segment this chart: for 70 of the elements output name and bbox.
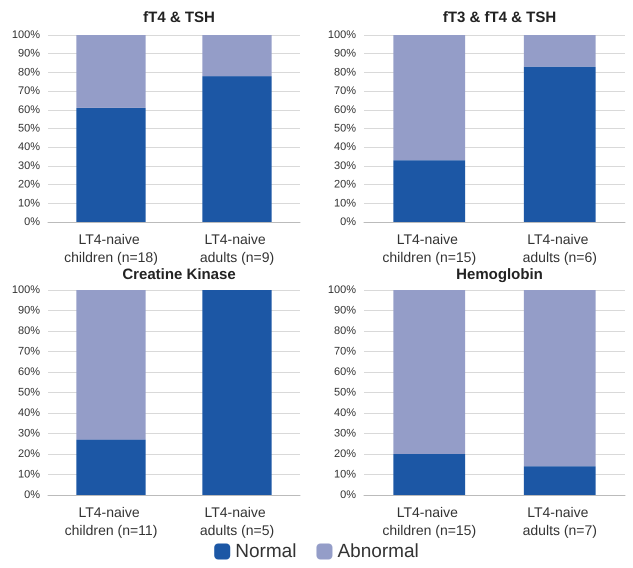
- y-tick-label: 10%: [334, 197, 356, 210]
- y-tick-label: 20%: [334, 178, 356, 191]
- legend-label: Abnormal: [337, 541, 419, 562]
- y-tick-label: 60%: [18, 104, 40, 116]
- chart-title: Creatine Kinase: [122, 266, 236, 283]
- y-tick-label: 40%: [18, 141, 40, 154]
- y-tick-label: 50%: [334, 386, 356, 398]
- y-tick-label: 60%: [334, 366, 356, 378]
- bar: [76, 108, 146, 222]
- bar: [76, 35, 146, 108]
- y-tick-label: 40%: [18, 407, 40, 419]
- y-tick-label: 70%: [334, 346, 356, 358]
- y-tick-label: 30%: [18, 160, 40, 172]
- bar: [393, 290, 466, 454]
- x-tick-label: LT4-naive adults (n=7): [522, 504, 597, 538]
- bar: [202, 35, 272, 76]
- chart-title: fT3 & fT4 & TSH: [442, 9, 556, 26]
- y-tick-label: 40%: [334, 141, 356, 154]
- y-tick-label: 100%: [328, 29, 356, 41]
- y-tick-label: 100%: [12, 29, 40, 41]
- y-tick-label: 20%: [334, 448, 356, 460]
- y-tick-label: 100%: [12, 284, 40, 296]
- y-tick-label: 40%: [334, 407, 356, 419]
- x-tick-label: LT4-naive adults (n=5): [200, 504, 274, 538]
- x-tick-label: LT4-naive adults (n=9): [200, 231, 274, 265]
- y-tick-label: 90%: [18, 304, 40, 316]
- y-tick-label: 90%: [334, 48, 356, 60]
- bar: [202, 76, 272, 222]
- y-tick-label: 80%: [334, 66, 356, 78]
- y-tick-label: 50%: [334, 122, 356, 134]
- y-tick-label: 50%: [18, 386, 40, 398]
- x-tick-label: LT4-naive children (n=18): [64, 231, 158, 265]
- y-tick-label: 90%: [334, 304, 356, 316]
- y-tick-label: 80%: [18, 325, 40, 337]
- chart-title: Hemoglobin: [456, 266, 543, 283]
- legend-label: Normal: [235, 541, 296, 562]
- y-tick-label: 70%: [18, 85, 40, 98]
- bar: [393, 35, 466, 160]
- y-tick-label: 30%: [18, 428, 40, 440]
- y-tick-label: 30%: [334, 428, 356, 440]
- x-tick-label: LT4-naive children (n=11): [64, 504, 158, 538]
- bar: [393, 454, 466, 495]
- chart-title: fT4 & TSH: [143, 9, 215, 26]
- x-tick-label: LT4-naive adults (n=6): [522, 231, 597, 265]
- y-tick-label: 60%: [334, 104, 356, 116]
- y-tick-label: 0%: [24, 216, 40, 228]
- bar: [524, 35, 596, 67]
- y-tick-label: 50%: [18, 122, 40, 134]
- y-tick-label: 80%: [18, 66, 40, 78]
- y-tick-label: 20%: [18, 448, 40, 460]
- y-tick-label: 80%: [334, 325, 356, 337]
- y-tick-label: 70%: [334, 85, 356, 98]
- y-tick-label: 10%: [334, 468, 356, 480]
- y-tick-label: 30%: [334, 160, 356, 172]
- x-tick-label: LT4-naive children (n=15): [382, 231, 476, 265]
- y-tick-label: 70%: [18, 346, 40, 358]
- x-tick-label: LT4-naive children (n=15): [382, 504, 476, 538]
- y-tick-label: 0%: [340, 216, 356, 228]
- bar: [524, 466, 596, 495]
- bar: [524, 66, 596, 222]
- y-tick-label: 10%: [18, 197, 40, 210]
- bar: [524, 290, 596, 466]
- y-tick-label: 90%: [18, 48, 40, 60]
- y-tick-label: 0%: [24, 489, 40, 501]
- bar: [393, 160, 466, 222]
- y-tick-label: 20%: [18, 178, 40, 191]
- y-tick-label: 10%: [18, 468, 40, 480]
- y-tick-label: 0%: [340, 489, 356, 501]
- y-tick-label: 60%: [18, 366, 40, 378]
- y-tick-label: 100%: [328, 284, 356, 296]
